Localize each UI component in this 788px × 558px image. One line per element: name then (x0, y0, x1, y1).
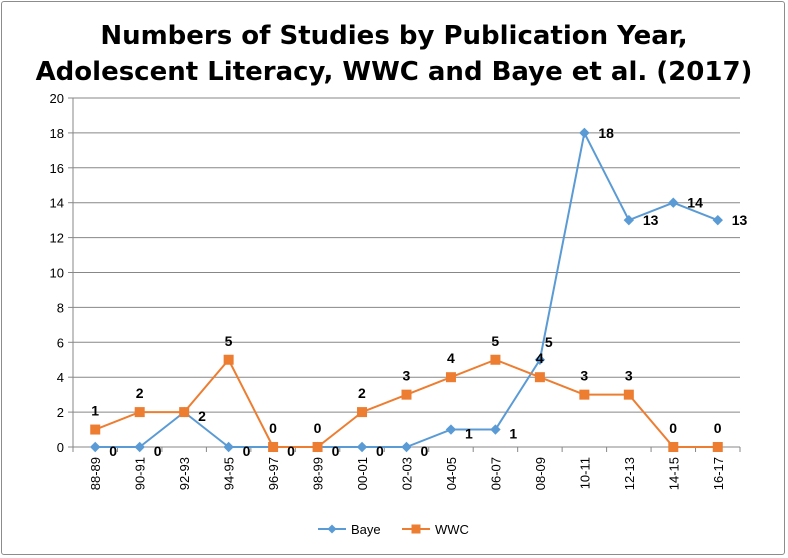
data-label-wwc: 3 (580, 368, 588, 384)
marker-wwc (668, 442, 679, 452)
marker-wwc (223, 354, 234, 365)
marker-wwc (312, 442, 323, 452)
x-tick-label: 98-99 (311, 457, 326, 490)
series-line-baye (95, 131, 719, 448)
data-label-baye: 0 (376, 443, 384, 459)
y-tick-label: 10 (50, 266, 64, 281)
legend-marker-wwc (411, 524, 421, 534)
marker-baye (134, 441, 145, 453)
x-tick-label: 94-95 (222, 457, 237, 490)
data-label-baye: 13 (643, 212, 659, 228)
y-tick-label: 4 (57, 370, 64, 385)
marker-wwc (712, 442, 723, 452)
y-axis-ticks: 0 2 4 6 8 10 12 14 16 18 20 (50, 91, 64, 455)
marker-baye (90, 441, 101, 453)
x-tick-label: 00-01 (355, 457, 370, 490)
marker-baye (623, 214, 635, 226)
y-tick-label: 18 (50, 126, 64, 141)
marker-baye (490, 424, 501, 435)
marker-wwc (401, 389, 412, 400)
marker-wwc (90, 424, 101, 435)
data-label-baye: 0 (243, 443, 251, 459)
y-tick-label: 6 (57, 335, 64, 350)
data-label-baye: 0 (109, 443, 117, 459)
marker-wwc (579, 389, 590, 400)
marker-wwc (179, 407, 190, 418)
data-label-baye: 0 (421, 443, 429, 459)
data-label-baye: 14 (687, 195, 703, 211)
marker-baye (579, 127, 590, 139)
data-label-wwc: 3 (403, 368, 411, 384)
data-label-wwc: 0 (314, 420, 322, 436)
legend-label-wwc: WWC (435, 522, 469, 537)
data-label-baye: 0 (154, 443, 162, 459)
marker-wwc (490, 354, 501, 365)
y-tick-label: 0 (57, 440, 64, 455)
data-label-wwc: 0 (669, 420, 677, 436)
data-label-wwc: 0 (269, 420, 277, 436)
data-label-wwc: 4 (447, 350, 455, 366)
data-label-wwc: 0 (714, 420, 722, 436)
chart-title-line-1: Numbers of Studies by Publication Year, (100, 21, 688, 51)
x-tick-label: 90-91 (133, 457, 148, 490)
data-label-wwc: 4 (536, 350, 544, 366)
marker-wwc (445, 372, 456, 383)
marker-wwc (534, 372, 545, 383)
marker-baye (401, 441, 412, 453)
x-axis-ticks: 88-89 90-91 92-93 94-95 96-97 98-99 00-01 02-03… (88, 457, 726, 490)
x-tick-label: 08-09 (533, 457, 548, 490)
data-label-baye: 1 (509, 426, 517, 442)
marker-wwc (268, 442, 279, 452)
y-tick-label: 16 (50, 161, 64, 176)
marker-baye (534, 354, 546, 365)
x-tick-label: 92-93 (177, 457, 192, 490)
data-label-baye: 0 (332, 443, 340, 459)
data-label-baye: 5 (545, 334, 553, 350)
data-label-baye: 13 (732, 212, 748, 228)
y-tick-label: 20 (50, 91, 64, 106)
data-label-wwc: 3 (625, 368, 633, 384)
x-tick-label: 14-15 (666, 457, 681, 490)
marker-wwc (134, 407, 145, 418)
x-tick-label: 12-13 (622, 457, 637, 490)
data-label-wwc: 1 (91, 403, 99, 419)
marker-baye (712, 214, 723, 226)
legend: Baye WWC (318, 522, 469, 537)
marker-baye (445, 424, 457, 435)
data-label-wwc: 5 (491, 333, 499, 349)
y-tick-label: 2 (57, 405, 64, 420)
data-label-baye: 1 (465, 426, 473, 442)
marker-wwc (357, 407, 368, 418)
y-tick-label: 8 (57, 300, 64, 315)
marker-wwc (623, 389, 634, 400)
y-tick-label: 12 (50, 231, 64, 246)
chart-title-line-2: Adolescent Literacy, WWC and Baye et al.… (35, 57, 753, 87)
x-tick-label: 04-05 (444, 457, 459, 490)
data-label-wwc: 5 (225, 333, 233, 349)
chart-title: Numbers of Studies by Publication Year, … (0, 18, 788, 90)
gridlines (73, 97, 740, 413)
x-tick-label: 02-03 (400, 457, 415, 490)
x-tick-label: 88-89 (88, 457, 103, 490)
legend-label-baye: Baye (351, 522, 381, 537)
marker-baye (356, 441, 368, 453)
legend-marker-baye (327, 524, 337, 534)
data-label-baye: 0 (287, 443, 295, 459)
x-tick-label: 16-17 (711, 457, 726, 490)
y-tick-label: 14 (50, 196, 64, 211)
data-label-baye: 18 (598, 125, 614, 141)
data-label-baye: 2 (198, 408, 206, 424)
x-tick-label: 06-07 (488, 457, 503, 490)
marker-baye (223, 441, 234, 453)
data-label-wwc: 2 (136, 385, 144, 401)
series-group (90, 127, 723, 453)
marker-baye (668, 197, 679, 208)
x-tick-label: 10-11 (577, 457, 592, 489)
data-label-wwc: 2 (358, 385, 366, 401)
x-tick-label: 96-97 (266, 457, 281, 490)
